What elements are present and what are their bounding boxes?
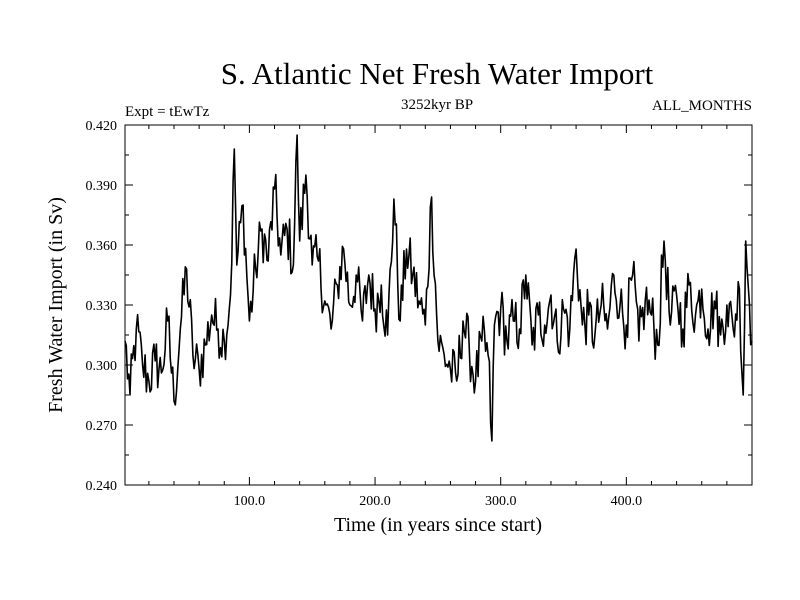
x-axis: 100.0 200.0 300.0 400.0 bbox=[148, 125, 728, 509]
x-axis-label: Time (in years since start) bbox=[334, 514, 542, 536]
expt-label: Expt = tEwTz bbox=[125, 104, 210, 120]
x-tick-label: 100.0 bbox=[234, 494, 266, 509]
y-tick-label: 0.420 bbox=[86, 119, 118, 134]
y-axis-label: Fresh Water Import (in Sv) bbox=[45, 197, 67, 413]
y-tick-label: 0.330 bbox=[86, 299, 118, 314]
x-tick-label: 200.0 bbox=[359, 494, 391, 509]
y-tick-label: 0.300 bbox=[86, 359, 118, 374]
y-tick-label: 0.390 bbox=[86, 179, 118, 194]
chart-title: S. Atlantic Net Fresh Water Import bbox=[221, 56, 654, 91]
period-label: ALL_MONTHS bbox=[652, 98, 752, 114]
chart-subtitle: 3252kyr BP bbox=[401, 97, 473, 113]
series-line bbox=[124, 134, 753, 442]
y-tick-label: 0.240 bbox=[86, 479, 118, 494]
x-tick-label: 400.0 bbox=[611, 494, 643, 509]
y-axis: 0.240 0.270 0.300 0.330 0.360 0.390 0.420 bbox=[86, 119, 752, 494]
x-tick-label: 300.0 bbox=[485, 494, 517, 509]
y-tick-label: 0.360 bbox=[86, 239, 118, 254]
plot-frame bbox=[124, 124, 753, 486]
y-tick-label: 0.270 bbox=[86, 419, 118, 434]
